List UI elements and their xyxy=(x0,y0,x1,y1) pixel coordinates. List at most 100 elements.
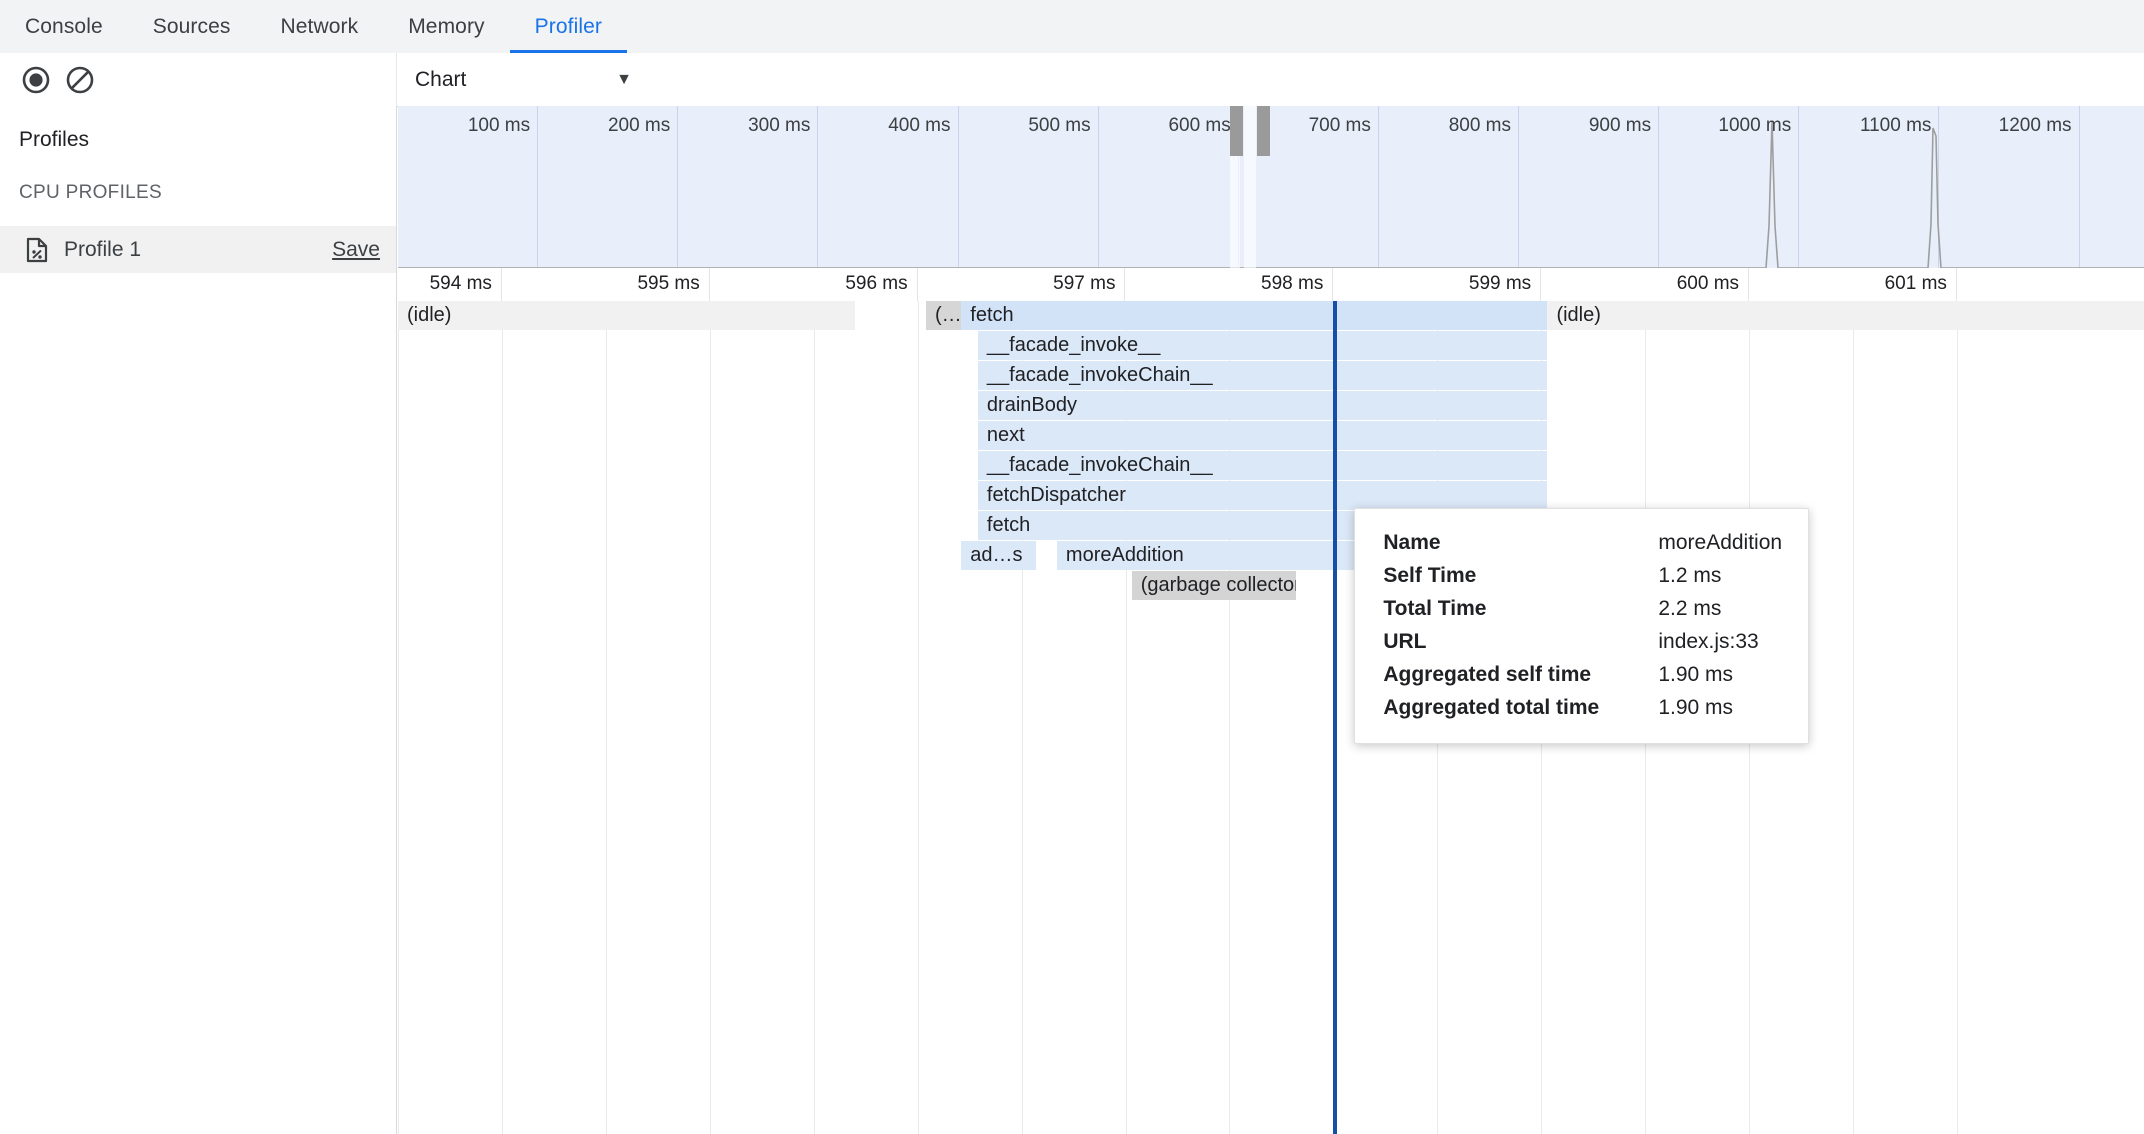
tooltip-row: Total Time 2.2 ms xyxy=(1383,592,1782,625)
flame-grid-line xyxy=(501,301,503,1134)
overview-tick-label: 500 ms xyxy=(1028,115,1091,136)
profiler-toolbar: Chart ▼ xyxy=(0,53,2144,107)
tooltip-key: URL xyxy=(1383,630,1427,653)
tooltip-key: Self Time xyxy=(1383,564,1477,587)
overview-window-left-mask xyxy=(1229,106,1240,268)
overview-tick-label: 900 ms xyxy=(1588,115,1652,136)
flame-bar[interactable]: (idle) xyxy=(1547,301,2144,330)
detail-tick-label: 595 ms xyxy=(637,273,700,294)
detail-tick-label: 594 ms xyxy=(429,273,492,294)
tooltip-row: Aggregated total time 1.90 ms xyxy=(1383,691,1782,724)
tooltip-key: Aggregated self time xyxy=(1383,663,1592,686)
flame-bar[interactable]: __facade_invokeChain__ xyxy=(977,451,1548,480)
tooltip-value: index.js:33 xyxy=(1658,630,1759,653)
toolbar-left-group xyxy=(0,53,397,106)
overview-tick: 300 ms xyxy=(678,106,819,268)
overview-tick-label: 400 ms xyxy=(888,115,951,136)
detail-time-ruler: 594 ms 595 ms 596 ms 597 ms 598 ms 599 ms 600 … xyxy=(398,268,2144,302)
overview-window-right-mask xyxy=(1243,106,1256,268)
clear-icon[interactable] xyxy=(58,58,102,102)
sidebar-item-profile-1[interactable]: Profile 1 Save xyxy=(0,226,396,273)
detail-tick: 596 ms xyxy=(710,268,918,301)
tooltip-row: URL index.js:33 xyxy=(1383,625,1782,658)
flame-bar[interactable]: fetchDispatcher xyxy=(977,481,1548,510)
overview-tick-label: 300 ms xyxy=(748,115,811,136)
flame-bar[interactable]: drainBody xyxy=(977,391,1548,420)
flame-bar[interactable]: __facade_invokeChain__ xyxy=(977,361,1548,390)
overview-handle-left[interactable] xyxy=(1229,106,1243,156)
overview-tick: 400 ms xyxy=(818,106,959,268)
detail-tick-label: 600 ms xyxy=(1676,273,1740,294)
flame-bar[interactable]: ad…s xyxy=(961,541,1037,570)
save-profile-link[interactable]: Save xyxy=(332,237,380,261)
flame-grid-line xyxy=(1956,301,1958,1134)
flame-grid-line xyxy=(1853,301,1854,1134)
overview-tick-label: 1200 ms xyxy=(1998,115,2072,136)
overview-tick-label: 1100 ms xyxy=(1859,115,1932,136)
tooltip-value: 1.90 ms xyxy=(1658,663,1734,686)
flame-bar[interactable]: fetch xyxy=(961,301,1548,330)
flame-grid-line xyxy=(605,301,607,1134)
detail-tick-label: 601 ms xyxy=(1884,273,1947,294)
detail-tick: 597 ms xyxy=(918,268,1126,301)
chevron-down-icon: ▼ xyxy=(616,70,632,88)
toolbar-right-group: Chart ▼ xyxy=(397,60,2144,100)
tab-console[interactable]: Console xyxy=(25,14,103,38)
overview-tick: 500 ms xyxy=(959,106,1099,268)
tab-network[interactable]: Network xyxy=(280,14,359,38)
tooltip-key: Name xyxy=(1383,531,1441,554)
profiles-sidebar: Profiles CPU PROFILES Profile 1 Save xyxy=(0,106,397,1134)
flame-bar[interactable]: next xyxy=(977,421,1548,450)
overview-tick: 800 ms xyxy=(1379,106,1520,268)
timeline-overview[interactable]: 100 ms 200 ms 300 ms 400 ms 500 ms 600 ms 700 … xyxy=(398,106,2144,268)
view-type-select[interactable]: Chart ▼ xyxy=(415,60,650,100)
detail-tick: 594 ms xyxy=(398,268,502,301)
tooltip-row: Self Time 1.2 ms xyxy=(1383,559,1782,592)
overview-tick: 100 ms xyxy=(398,106,539,268)
flame-grid-line xyxy=(813,301,815,1134)
sidebar-title: Profiles xyxy=(19,128,90,151)
overview-tick: 700 ms xyxy=(1239,106,1379,268)
flame-bar[interactable]: (idle) xyxy=(398,301,856,330)
tooltip-value: 1.90 ms xyxy=(1658,696,1734,719)
flame-grid-line xyxy=(1125,301,1127,1134)
overview-handle-right[interactable] xyxy=(1256,106,1270,156)
tab-sources[interactable]: Sources xyxy=(152,14,231,38)
overview-tick: 900 ms xyxy=(1519,106,1660,268)
flame-bar[interactable]: __facade_invoke__ xyxy=(977,331,1548,360)
detail-tick-label: 599 ms xyxy=(1468,273,1532,294)
tab-profiler[interactable]: Profiler xyxy=(509,0,628,54)
detail-tick: 595 ms xyxy=(502,268,710,301)
detail-tick: 601 ms xyxy=(1749,268,1957,301)
detail-tick: 598 ms xyxy=(1126,268,1334,301)
tooltip-key: Total Time xyxy=(1383,597,1487,620)
overview-tick: 200 ms xyxy=(538,106,679,268)
time-cursor-line[interactable] xyxy=(1333,301,1338,1134)
flame-chart[interactable]: (idle) (… fetch (idle) __facade_invoke__ __fa… xyxy=(398,301,2144,1134)
flame-grid-line xyxy=(398,301,399,1134)
flame-grid-line xyxy=(1021,301,1023,1134)
view-type-value: Chart xyxy=(415,67,467,91)
tooltip-value: 2.2 ms xyxy=(1658,597,1722,620)
overview-tick-label: 600 ms xyxy=(1168,115,1231,136)
overview-tick-label: 800 ms xyxy=(1448,115,1512,136)
detail-tick-label: 596 ms xyxy=(845,273,908,294)
overview-cpu-trace xyxy=(398,121,2144,268)
flame-grid-line xyxy=(1229,301,1231,1134)
flame-bar[interactable]: (… xyxy=(925,301,962,330)
detail-tick: 599 ms xyxy=(1333,268,1542,301)
flame-bar[interactable]: (garbage collector) xyxy=(1131,571,1296,600)
overview-tick-label: 200 ms xyxy=(607,115,671,136)
detail-tick: 600 ms xyxy=(1541,268,1750,301)
tooltip-row: Aggregated self time 1.90 ms xyxy=(1383,658,1782,691)
overview-tick: 1200 ms xyxy=(1939,106,2080,268)
tooltip-key: Aggregated total time xyxy=(1383,696,1600,719)
devtools-tab-bar: Console Sources Network Memory Profiler xyxy=(0,0,2144,54)
tab-memory[interactable]: Memory xyxy=(408,14,485,38)
flame-grid-line xyxy=(917,301,919,1134)
profile-item-label: Profile 1 xyxy=(64,237,142,261)
tooltip-value: 1.2 ms xyxy=(1658,564,1722,587)
overview-tick-label: 700 ms xyxy=(1308,115,1371,136)
tooltip-value: moreAddition xyxy=(1658,531,1783,554)
record-icon[interactable] xyxy=(14,58,58,102)
